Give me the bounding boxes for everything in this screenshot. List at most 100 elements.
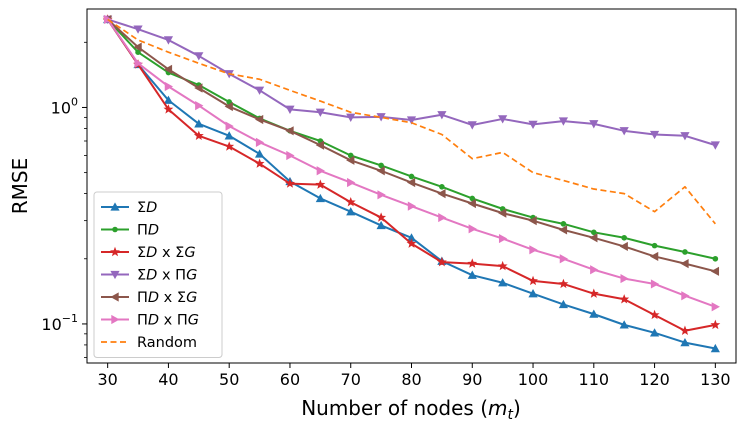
data-point-d-x-g (619, 294, 630, 304)
data-point-d-x-g (438, 212, 447, 223)
data-point-d (408, 173, 415, 180)
data-point-d (347, 152, 354, 159)
legend-item-d-x-g: ΣD x ΠG (101, 268, 197, 284)
x-tick-label: 130 (700, 370, 731, 389)
legend: ΣD ΠD ΣD x ΣG ΣD x ΠG ΠD x ΣG ΠD x ΠG Random (93, 191, 223, 358)
data-point-d-x-g (346, 113, 356, 122)
data-point-d-x-g (558, 225, 568, 235)
x-tick-label: 40 (158, 370, 178, 389)
series-d-x-g (102, 14, 721, 335)
data-point-d-x-g (163, 64, 173, 74)
series-layer (102, 14, 721, 353)
data-point-d-x-g (224, 101, 233, 112)
data-point-d-x-g (254, 86, 265, 95)
data-point-d-x-g (286, 150, 295, 161)
series-d-x-g (103, 14, 720, 312)
data-point-d-x-g (224, 141, 235, 151)
x-axis-label-var: m (488, 396, 507, 420)
data-point-d-x-g (498, 208, 507, 218)
data-point-d-x-g (589, 233, 598, 243)
data-point-d (135, 49, 141, 56)
data-point-d-x-g (193, 130, 204, 140)
data-point-d (376, 220, 386, 230)
data-point-d-x-g (377, 190, 386, 200)
data-point-d-x-g (194, 83, 203, 93)
data-point-d-x-g (163, 104, 174, 114)
data-point-d-x-g (315, 108, 325, 117)
data-point-d (710, 343, 720, 353)
data-point-d-x-g (406, 116, 417, 125)
data-point-d-x-g (376, 113, 386, 122)
data-point-d-x-g (467, 258, 478, 268)
legend-swatch-marker (112, 226, 118, 233)
legend-swatch-marker (110, 246, 120, 257)
data-point-d (649, 328, 660, 337)
data-point-d-x-g (528, 216, 537, 226)
legend-label-d: ΣD (137, 200, 157, 216)
legend-label-d-x-g: ΣD x ΠG (137, 268, 197, 284)
y-axis-label: RMSE (8, 158, 32, 214)
legend-box (93, 191, 223, 358)
data-point-d-x-g (285, 126, 294, 136)
data-point-d-x-g (163, 36, 174, 45)
data-point-d-x-g (407, 201, 417, 211)
data-point-d-x-g (559, 254, 569, 264)
data-point-d-x-g (315, 179, 326, 189)
data-point-d-x-g (529, 245, 538, 255)
data-point-d-x-g (134, 58, 143, 68)
data-point-d-x-g (619, 127, 629, 136)
data-point-d-x-g (710, 141, 720, 150)
data-point-d-x-g (711, 302, 720, 312)
data-point-d-x-g (254, 158, 265, 168)
data-point-d (558, 299, 569, 309)
data-point-d-x-g (133, 42, 142, 52)
data-point-d (560, 221, 567, 227)
legend-item-d-x-g: ΠD x ΣG (101, 290, 197, 306)
data-point-d (254, 149, 265, 158)
x-axis-label: Number of nodes (mt) (301, 396, 521, 423)
data-point-d-x-g (437, 111, 447, 120)
legend-label-d-x-g: ΠD x ΣG (137, 290, 197, 306)
x-tick-label: 110 (579, 370, 610, 389)
x-tick-label: 100 (518, 370, 549, 389)
legend-label-d: ΠD (137, 223, 159, 239)
data-point-d-x-g (406, 238, 417, 248)
data-point-d-x-g (558, 117, 569, 126)
data-point-d-x-g (680, 132, 690, 141)
data-point-d (498, 278, 508, 287)
data-point-d-x-g (376, 212, 387, 222)
data-point-d-x-g (164, 81, 174, 92)
data-point-d-x-g (467, 121, 477, 130)
x-tick-label: 50 (219, 370, 239, 389)
data-point-d-x-g (649, 130, 660, 140)
data-point-d-x-g (254, 114, 264, 125)
data-point-d (528, 289, 538, 298)
legend-swatch-marker (110, 270, 120, 280)
data-point-d-x-g (345, 197, 356, 207)
legend-item-random: Random (101, 335, 197, 351)
data-point-d (682, 249, 688, 255)
data-point-d-x-g (346, 155, 355, 165)
x-tick-label: 30 (97, 370, 117, 389)
data-point-d (469, 195, 476, 202)
data-point-d-x-g (285, 105, 295, 114)
data-point-d (163, 95, 174, 104)
series-line-random (107, 18, 716, 225)
data-point-d (378, 162, 384, 169)
x-tick-label: 60 (280, 370, 300, 389)
data-point-d-x-g (376, 166, 385, 176)
data-point-d-x-g (285, 178, 295, 188)
data-point-d-x-g (680, 258, 689, 269)
legend-item-d: ΣD (101, 200, 157, 216)
data-point-d (651, 242, 658, 249)
data-point-d-x-g (195, 101, 204, 111)
data-point-d (224, 131, 234, 140)
data-point-d-x-g (590, 265, 599, 275)
data-point-d-x-g (436, 256, 447, 267)
data-point-d (712, 255, 719, 262)
data-point-d-x-g (497, 260, 508, 271)
data-point-d-x-g (528, 120, 538, 130)
legend-swatch-marker (110, 202, 120, 211)
data-point-d (439, 184, 445, 190)
legend-label-random: Random (137, 335, 197, 351)
